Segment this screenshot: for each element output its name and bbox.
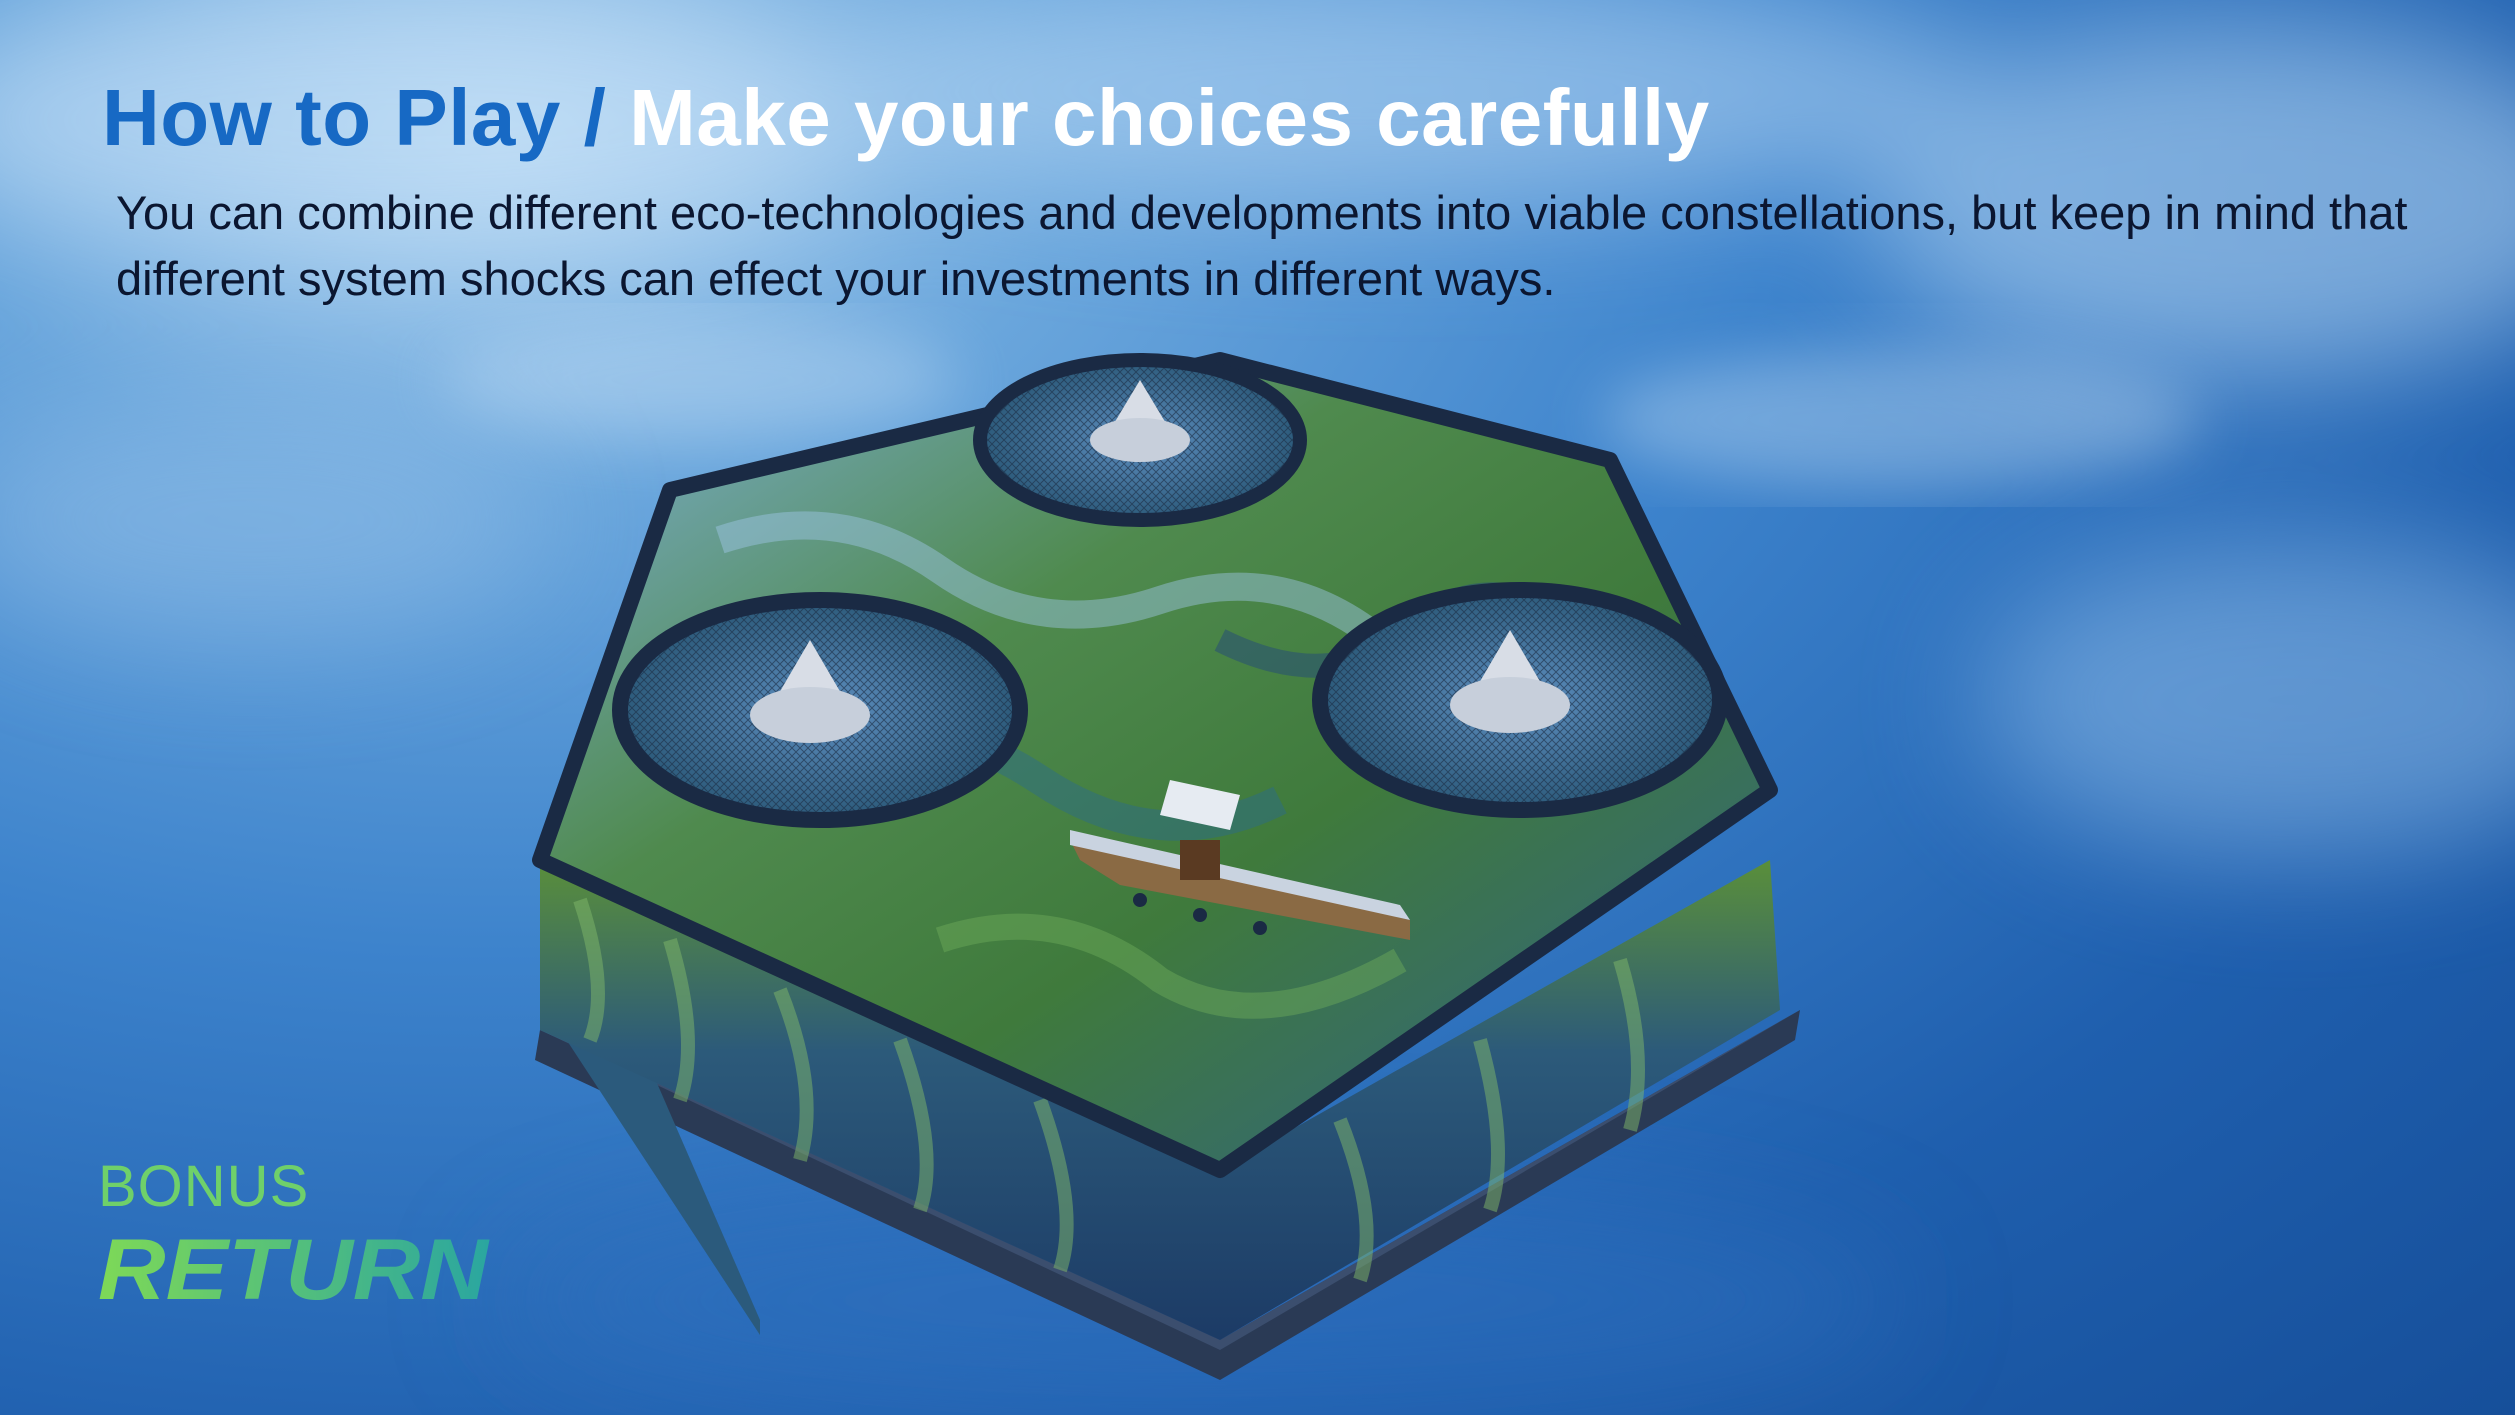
board-sides <box>540 860 1780 1340</box>
fish-cage-left <box>612 592 1028 828</box>
title-separator: / <box>560 73 630 162</box>
title-prefix: How to Play <box>102 73 561 162</box>
bonus-return-logo: BONUS RETURN <box>98 1155 518 1335</box>
page-title: How to Play / Make your choices carefull… <box>102 68 2402 168</box>
fishing-boat <box>1070 780 1410 940</box>
fish-cage-top <box>973 353 1307 527</box>
logo-bottom-wordmark: RETURN <box>98 1222 490 1318</box>
logo-top-text: BONUS <box>98 1154 310 1219</box>
fish-cage-right <box>1312 582 1728 818</box>
title-main: Make your choices carefully <box>629 73 1710 162</box>
logo-bottom-text: RETURN <box>98 1222 490 1318</box>
game-board-scene <box>532 352 1800 1380</box>
header: How to Play / Make your choices carefull… <box>102 68 2402 168</box>
instructions-text: You can combine different eco-technologi… <box>116 186 2408 305</box>
